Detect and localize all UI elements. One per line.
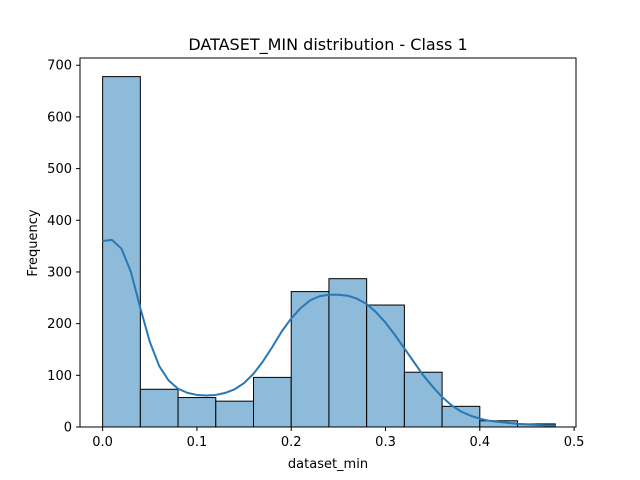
x-axis-label: dataset_min (288, 457, 368, 472)
y-tick-label: 700 (47, 59, 72, 74)
histogram-bar (366, 304, 405, 428)
kde-line (102, 238, 556, 427)
x-tick-label: 0.0 (92, 435, 113, 450)
histogram-bar (177, 397, 217, 428)
y-tick-label: 600 (47, 110, 72, 125)
x-tick-label: 0.3 (375, 435, 396, 450)
y-tick-label: 100 (47, 369, 72, 384)
plot-area (102, 76, 556, 428)
y-axis: 0 100 200 300 400 500 600 700 (47, 59, 80, 436)
y-tick-label: 200 (47, 317, 72, 332)
histogram-bar (290, 291, 330, 428)
y-tick-label: 400 (47, 214, 72, 229)
x-tick-label: 0.5 (564, 435, 585, 450)
histogram-bar (102, 76, 141, 428)
histogram-bar (328, 278, 368, 428)
y-tick-label: 500 (47, 162, 72, 177)
y-axis-label: Frequency (26, 209, 41, 276)
histogram-bar (253, 376, 292, 428)
x-axis: 0.0 0.1 0.2 0.3 0.4 0.5 (92, 427, 584, 450)
plot-frame (79, 57, 577, 428)
histogram-bar (139, 388, 179, 428)
chart-title: DATASET_MIN distribution - Class 1 (188, 35, 467, 55)
x-tick-label: 0.1 (187, 435, 208, 450)
x-tick-label: 0.2 (281, 435, 302, 450)
histogram-bar (403, 371, 443, 428)
y-tick-label: 300 (47, 265, 72, 280)
y-tick-label: 0 (64, 421, 72, 436)
histogram-bar (215, 400, 255, 428)
x-tick-label: 0.4 (469, 435, 490, 450)
